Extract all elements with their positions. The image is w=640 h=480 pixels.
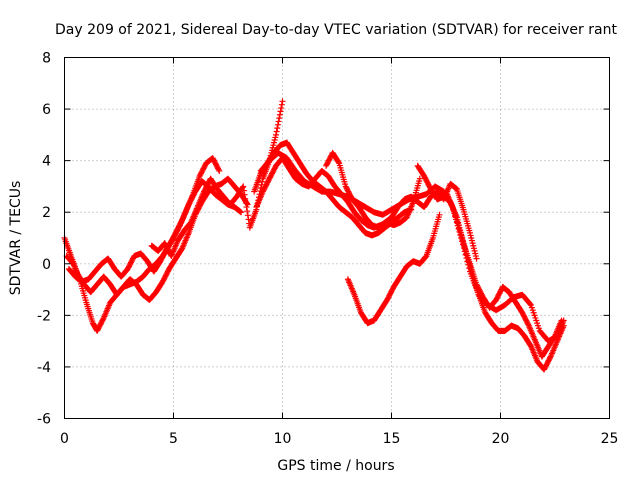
data-point [255, 197, 262, 204]
data-point [278, 101, 285, 108]
data-point [254, 200, 261, 207]
data-point [558, 317, 565, 324]
data-points [61, 98, 567, 373]
x-tick-label: 20 [492, 431, 510, 447]
data-point [176, 223, 183, 230]
data-point [241, 191, 248, 198]
data-point [335, 159, 342, 166]
data-point [240, 187, 247, 194]
series-trace-3 [65, 155, 223, 285]
x-tick-label: 15 [383, 431, 401, 447]
data-point [279, 98, 286, 105]
y-axis-label: SDTVAR / TECUs [8, 181, 24, 296]
data-point [273, 128, 280, 135]
x-tick-label: 25 [601, 431, 619, 447]
data-point [255, 194, 262, 201]
data-point [256, 191, 263, 198]
data-point [240, 183, 247, 190]
data-point [527, 301, 534, 308]
data-point [525, 321, 532, 328]
x-tick-label: 5 [169, 431, 178, 447]
x-tick-label: 10 [274, 431, 292, 447]
data-point [244, 208, 251, 215]
data-point [546, 354, 553, 361]
y-tick-label: -6 [37, 412, 51, 428]
series-trace-9 [443, 188, 567, 373]
data-point [257, 184, 264, 191]
data-point [277, 108, 284, 115]
data-point [272, 131, 279, 138]
data-point [259, 178, 266, 185]
data-point [257, 188, 264, 195]
data-point [473, 255, 480, 262]
y-tick-label: -4 [37, 360, 51, 376]
data-point [253, 203, 260, 210]
data-point [436, 211, 443, 218]
data-point [239, 184, 246, 191]
plot-frame [64, 57, 610, 419]
y-tick-label: 8 [42, 51, 51, 67]
series-trace-11 [323, 149, 480, 262]
y-tick-labels: -6 -4 -2 0 2 4 6 8 [37, 51, 51, 428]
data-point [242, 195, 249, 202]
series-trace-10 [148, 98, 286, 260]
data-point [276, 111, 283, 118]
data-point [274, 121, 281, 128]
data-point [253, 206, 260, 213]
data-point [238, 209, 245, 216]
y-tick-label: 4 [42, 154, 51, 170]
y-tick-label: -2 [37, 308, 51, 324]
data-point [245, 216, 252, 223]
data-point [258, 181, 265, 188]
data-point [100, 316, 107, 323]
series-trace-8 [344, 211, 443, 327]
data-point [244, 212, 251, 219]
y-tick-label: 0 [42, 257, 51, 273]
data-point [416, 175, 423, 182]
data-point [216, 167, 223, 174]
chart-title: Day 209 of 2021, Sidereal Day-to-day VTE… [55, 22, 617, 38]
y-tick-label: 6 [42, 102, 51, 118]
axis-ticks [64, 57, 610, 419]
data-point [215, 166, 222, 173]
x-axis-label: GPS time / hours [277, 458, 394, 474]
data-point [278, 105, 285, 112]
data-point [242, 199, 249, 206]
y-tick-label: 2 [42, 205, 51, 221]
data-point [274, 125, 281, 132]
data-point [276, 115, 283, 122]
x-tick-label: 0 [60, 431, 69, 447]
data-point [275, 118, 282, 125]
data-point [560, 322, 567, 329]
data-point [243, 204, 250, 211]
x-tick-labels: 0 5 10 15 20 25 [60, 431, 618, 447]
